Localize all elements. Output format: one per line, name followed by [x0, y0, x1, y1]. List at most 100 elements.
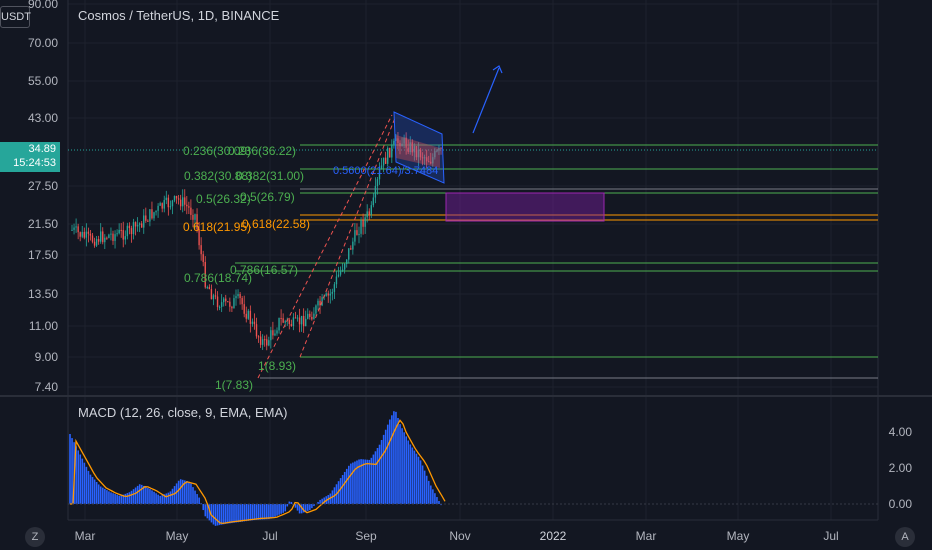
- candle-body: [235, 296, 237, 299]
- macd-hist-bar: [91, 477, 94, 504]
- macd-tick-label: 0.00: [889, 497, 913, 511]
- candle-body: [159, 203, 161, 206]
- fib-label-right: 0.618(22.58): [242, 217, 310, 231]
- candle-body: [288, 319, 290, 325]
- candle-body: [83, 231, 85, 238]
- fib-label-right: 0.382(31.00): [236, 169, 304, 183]
- candle-body: [186, 204, 188, 207]
- macd-hist-bar: [378, 444, 381, 504]
- candle-body: [302, 315, 305, 327]
- macd-hist-bar: [389, 419, 391, 504]
- macd-hist-bar: [153, 491, 155, 504]
- macd-hist-bar: [106, 490, 108, 504]
- macd-hist-bar: [167, 492, 170, 504]
- candle-body: [325, 293, 327, 296]
- candle-body: [329, 293, 331, 296]
- macd-hist-bar: [99, 486, 102, 504]
- macd-hist-bar: [300, 504, 303, 514]
- price-tick-label: 70.00: [28, 36, 58, 50]
- currency-label[interactable]: USDT: [0, 6, 31, 28]
- macd-hist-bar: [161, 495, 164, 504]
- candle-body: [179, 199, 182, 207]
- candle-body: [239, 294, 241, 299]
- candle-body: [391, 144, 393, 158]
- macd-hist-bar: [282, 504, 284, 513]
- macd-hist-bar: [124, 493, 127, 504]
- candle-body: [122, 230, 124, 240]
- candle-body: [272, 330, 274, 336]
- candle-body: [102, 231, 104, 243]
- macd-hist-bar: [407, 440, 410, 504]
- candle-body: [341, 269, 344, 271]
- candle-body: [432, 157, 434, 164]
- candle-body: [436, 150, 438, 152]
- macd-hist-bar: [432, 489, 434, 504]
- candle-body: [124, 236, 126, 240]
- macd-hist-bar: [290, 501, 293, 504]
- macd-hist-bar: [304, 504, 307, 512]
- fib-label-left: 0.786(18.74): [184, 271, 252, 285]
- macd-hist-bar: [159, 495, 161, 504]
- candle-body: [300, 315, 303, 325]
- candle-body: [206, 287, 208, 289]
- time-tick-label: 2022: [540, 529, 567, 543]
- macd-hist-bar: [83, 462, 86, 504]
- macd-hist-bar: [268, 504, 270, 520]
- macd-hist-bar: [261, 504, 264, 520]
- price-tick-label: 11.00: [29, 319, 58, 333]
- macd-tick-label: 4.00: [889, 425, 913, 439]
- candle-body: [128, 225, 131, 229]
- macd-hist-bar: [276, 504, 278, 516]
- macd-hist-bar: [436, 497, 438, 504]
- macd-hist-bar: [440, 504, 442, 506]
- candle-body: [173, 195, 176, 201]
- candle-body: [208, 287, 211, 290]
- candle-body: [212, 295, 215, 300]
- macd-hist-bar: [393, 411, 395, 504]
- macd-hist-bar: [370, 457, 373, 504]
- macd-hist-bar: [395, 411, 397, 504]
- macd-hist-bar: [231, 504, 233, 524]
- candle-body: [278, 317, 280, 331]
- candle-body: [81, 231, 83, 237]
- macd-hist-bar: [97, 484, 100, 504]
- candle-body: [382, 157, 385, 166]
- channel-label: 0.5600(21.64)/3.7484: [333, 165, 438, 177]
- candle-body: [419, 149, 422, 158]
- fib-label-left: 1(7.83): [215, 378, 253, 392]
- candle-body: [266, 339, 268, 346]
- auto-scale-button[interactable]: A: [895, 527, 915, 547]
- candle-body: [331, 291, 334, 294]
- zoom-toggle-button[interactable]: Z: [25, 527, 45, 547]
- candle-body: [417, 149, 420, 158]
- candle-body: [370, 205, 372, 215]
- macd-hist-bar: [309, 504, 311, 511]
- candle-body: [126, 225, 129, 237]
- candle-body: [112, 233, 114, 241]
- price-tick-label: 55.00: [28, 74, 58, 88]
- candle-body: [89, 233, 92, 236]
- candle-body: [409, 142, 411, 153]
- candle-body: [360, 219, 362, 234]
- macd-hist-bar: [311, 504, 313, 509]
- price-tick-label: 21.50: [28, 217, 58, 231]
- macd-signal-line: [70, 419, 446, 525]
- macd-hist-bar: [104, 488, 106, 504]
- candle-body: [73, 227, 75, 230]
- macd-hist-bar: [263, 504, 266, 520]
- candle-body: [333, 284, 336, 292]
- candle-body: [151, 209, 153, 219]
- macd-hist-bar: [409, 444, 412, 504]
- candle-body: [415, 146, 418, 158]
- candle-body: [233, 298, 235, 309]
- macd-hist-bar: [425, 475, 428, 504]
- macd-hist-bar: [368, 459, 371, 504]
- price-tick-label: 9.00: [35, 350, 59, 364]
- macd-hist-bar: [321, 498, 323, 504]
- candle-body: [255, 324, 258, 337]
- candle-body: [307, 313, 309, 319]
- macd-hist-bar: [169, 491, 172, 504]
- candle-body: [296, 317, 299, 319]
- macd-hist-bar: [122, 494, 125, 504]
